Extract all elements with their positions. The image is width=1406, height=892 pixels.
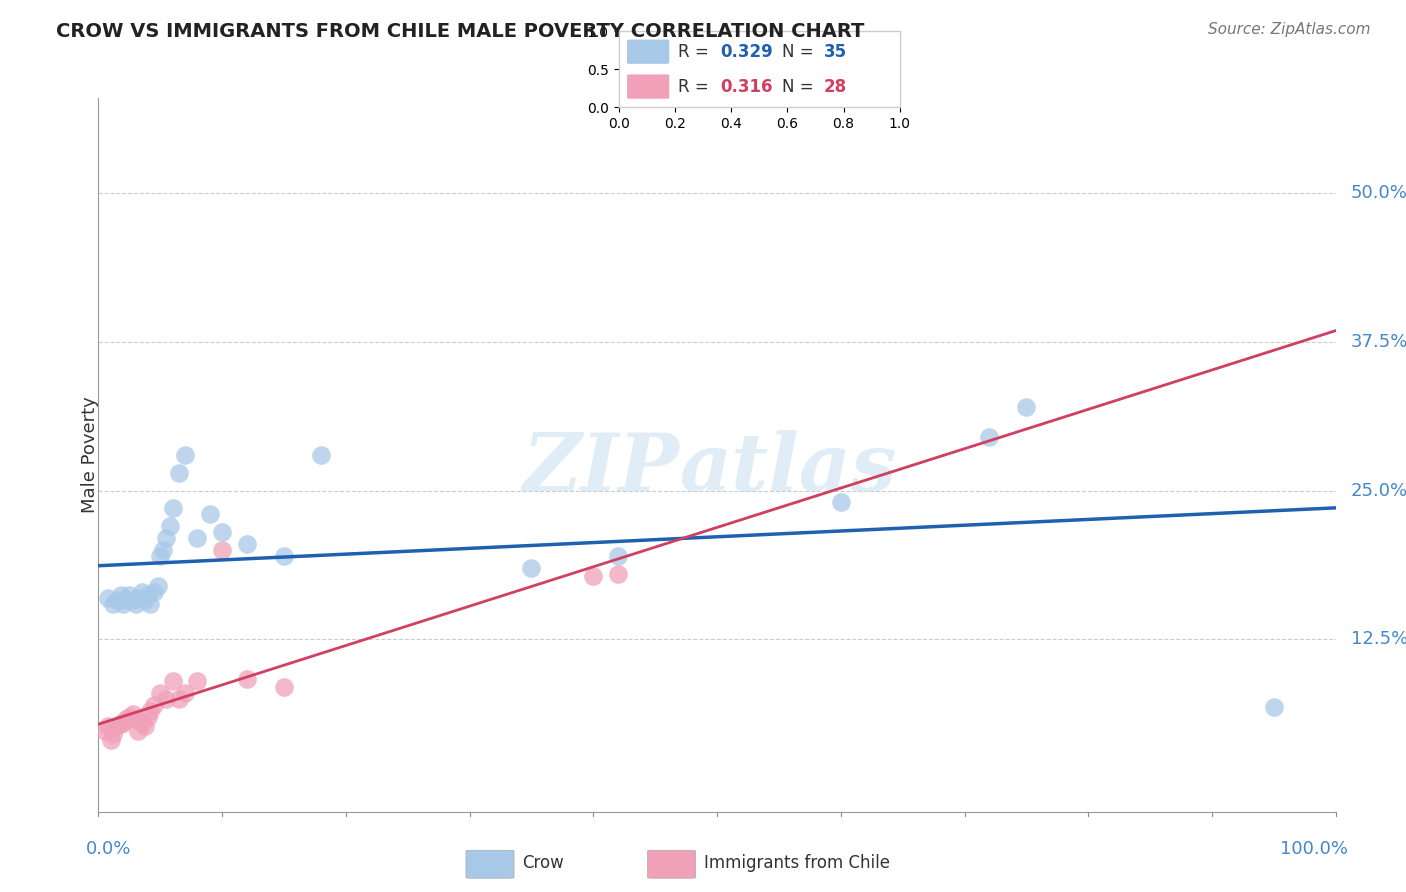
Point — [152, 543, 174, 558]
Point — [97, 591, 120, 605]
Point — [162, 501, 184, 516]
Text: 50.0%: 50.0% — [1351, 185, 1406, 202]
Point — [122, 707, 145, 722]
Point — [167, 691, 190, 706]
Text: Immigrants from Chile: Immigrants from Chile — [704, 854, 890, 872]
Point — [236, 537, 259, 551]
Point — [114, 712, 136, 726]
Point — [830, 495, 852, 509]
Point — [136, 709, 159, 723]
Point — [309, 448, 332, 462]
Text: R =: R = — [678, 78, 714, 95]
Point — [97, 719, 120, 733]
Text: Source: ZipAtlas.com: Source: ZipAtlas.com — [1208, 22, 1371, 37]
Point — [155, 691, 177, 706]
Text: 25.0%: 25.0% — [1351, 482, 1406, 500]
Point — [112, 597, 135, 611]
Point — [582, 569, 605, 583]
Point — [149, 686, 172, 700]
Point — [273, 549, 295, 563]
Point — [1015, 401, 1038, 415]
Text: 37.5%: 37.5% — [1351, 333, 1406, 351]
Point — [139, 597, 162, 611]
Point — [118, 709, 141, 723]
Point — [122, 593, 145, 607]
FancyBboxPatch shape — [648, 850, 696, 879]
Text: atlas: atlas — [681, 431, 897, 508]
Text: 35: 35 — [824, 43, 846, 61]
Point — [155, 531, 177, 545]
Point — [198, 508, 221, 522]
Text: CROW VS IMMIGRANTS FROM CHILE MALE POVERTY CORRELATION CHART: CROW VS IMMIGRANTS FROM CHILE MALE POVER… — [56, 22, 865, 41]
Point — [162, 673, 184, 688]
Text: N =: N = — [782, 43, 818, 61]
Text: 100.0%: 100.0% — [1279, 840, 1348, 858]
Point — [112, 715, 135, 730]
Point — [105, 593, 128, 607]
Text: 28: 28 — [824, 78, 846, 95]
Point — [134, 719, 156, 733]
Point — [143, 584, 166, 599]
FancyBboxPatch shape — [627, 39, 669, 64]
FancyBboxPatch shape — [465, 850, 515, 879]
Point — [143, 698, 166, 712]
Text: 0.0%: 0.0% — [86, 840, 131, 858]
Text: R =: R = — [678, 43, 714, 61]
Point — [607, 549, 630, 563]
Text: ZIP: ZIP — [523, 431, 681, 508]
Point — [127, 591, 149, 605]
Y-axis label: Male Poverty: Male Poverty — [82, 397, 98, 513]
Point — [186, 673, 208, 688]
Point — [103, 727, 125, 741]
Text: 12.5%: 12.5% — [1351, 631, 1406, 648]
Text: Crow: Crow — [522, 854, 564, 872]
Point — [110, 588, 132, 602]
Point — [124, 597, 146, 611]
Point — [979, 430, 1001, 444]
Text: 0.316: 0.316 — [720, 78, 772, 95]
Point — [136, 588, 159, 602]
Point — [186, 531, 208, 545]
Point — [100, 733, 122, 747]
Point — [211, 525, 233, 540]
Text: N =: N = — [782, 78, 818, 95]
Point — [607, 566, 630, 581]
Point — [146, 579, 169, 593]
Point — [134, 593, 156, 607]
Point — [149, 549, 172, 563]
FancyBboxPatch shape — [627, 74, 669, 99]
Point — [131, 715, 153, 730]
Point — [211, 543, 233, 558]
Point — [131, 584, 153, 599]
Point — [167, 466, 190, 480]
Point — [105, 719, 128, 733]
Point — [159, 519, 181, 533]
Point — [520, 561, 543, 575]
Point — [114, 593, 136, 607]
Point — [139, 704, 162, 718]
Point — [103, 597, 125, 611]
Point — [93, 723, 115, 738]
Point — [127, 723, 149, 738]
Point — [1263, 700, 1285, 714]
Point — [174, 686, 197, 700]
Point — [174, 448, 197, 462]
Text: 0.329: 0.329 — [720, 43, 773, 61]
Point — [236, 672, 259, 686]
Point — [273, 680, 295, 694]
Point — [118, 588, 141, 602]
Point — [110, 715, 132, 730]
Point — [124, 712, 146, 726]
